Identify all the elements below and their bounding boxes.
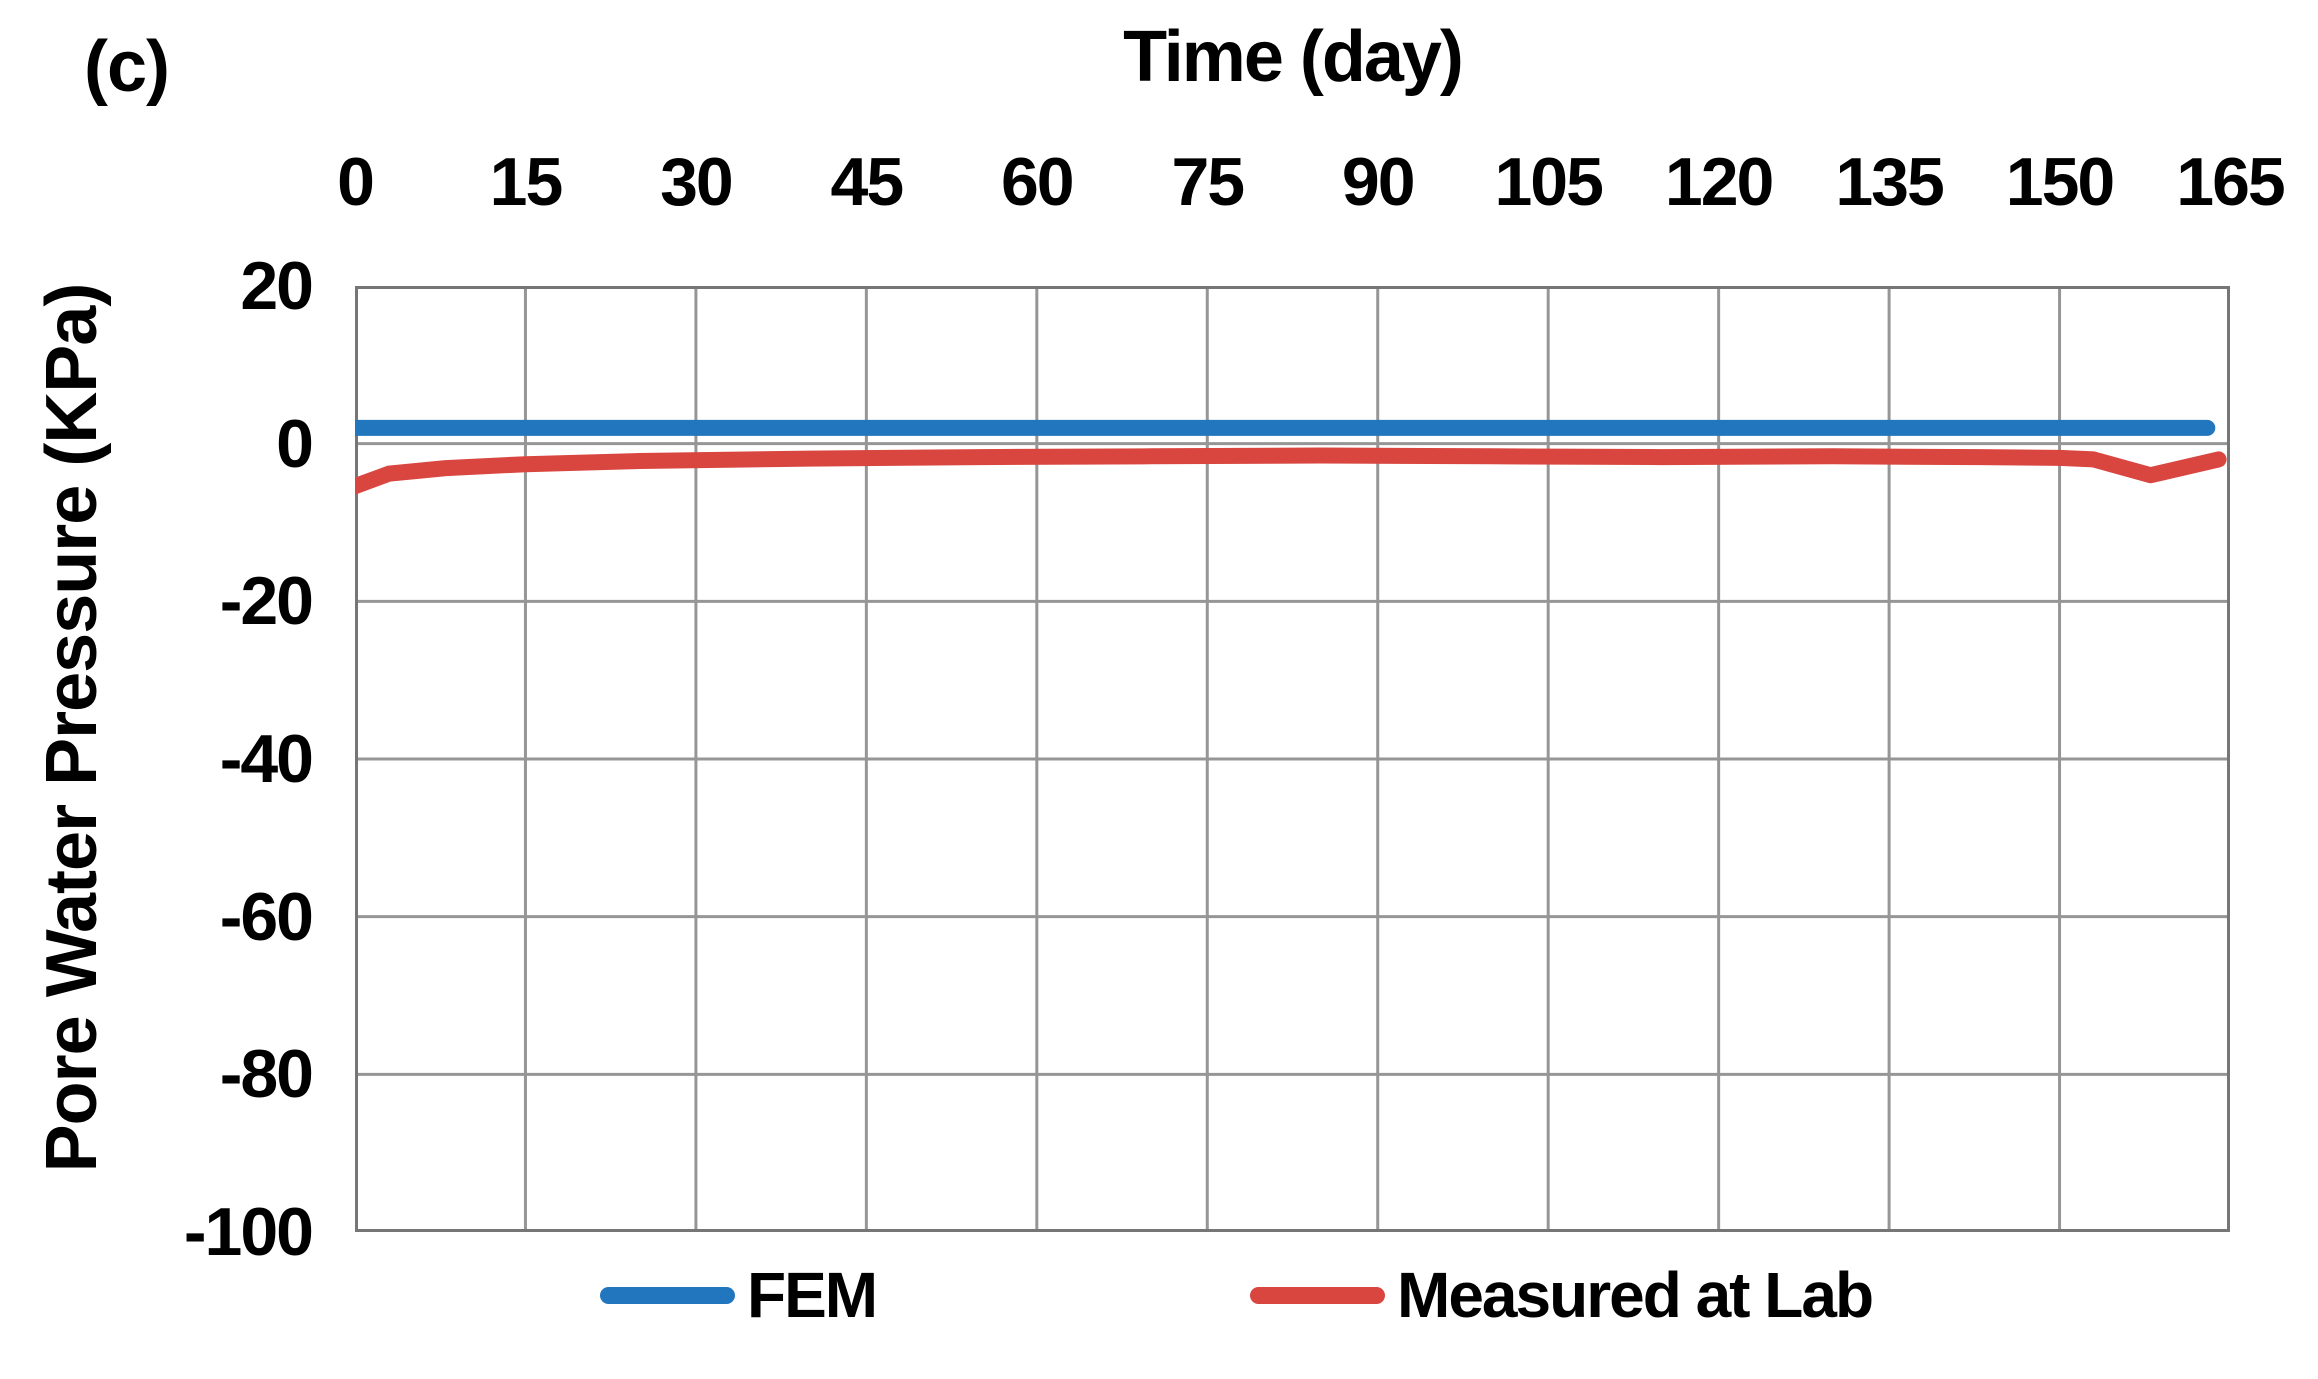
y-tick-label: -60: [219, 878, 314, 955]
x-tick-label: 90: [1341, 144, 1416, 220]
legend-item-measured: Measured at Lab: [1250, 1253, 1874, 1337]
panel-label: (c): [84, 27, 170, 107]
x-axis-title: Time (day): [1123, 17, 1464, 97]
legend-label-fem: FEM: [747, 1259, 878, 1331]
y-tick-label: 0: [276, 405, 314, 482]
y-tick-label: 20: [240, 248, 314, 324]
x-tick-label: 165: [2176, 144, 2285, 220]
x-tick-label: 105: [1494, 144, 1603, 220]
y-tick-label: -40: [219, 721, 314, 797]
plot-border: [355, 286, 2230, 1232]
legend-item-fem: FEM: [600, 1253, 878, 1337]
y-tick-label: -20: [219, 563, 314, 640]
legend-label-measured: Measured at Lab: [1397, 1259, 1874, 1331]
y-tick-label: -80: [219, 1036, 314, 1113]
x-tick-label: 0: [337, 144, 375, 220]
measured-line-swatch-icon: [1250, 1286, 1385, 1304]
x-tick-label: 30: [660, 144, 734, 220]
x-tick-label: 150: [2005, 144, 2115, 220]
plot-area: [355, 286, 2230, 1232]
x-tick-label: 45: [830, 144, 905, 220]
series-line-measured: [355, 447, 2227, 495]
x-tick-label: 15: [489, 144, 564, 220]
x-tick-label: 120: [1664, 144, 1774, 220]
x-tick-label: 75: [1171, 144, 1245, 220]
x-tick-label: 60: [1000, 144, 1075, 220]
y-tick-label: -100: [183, 1194, 314, 1270]
fem-line-swatch-icon: [600, 1286, 735, 1304]
x-tick-label: 135: [1835, 144, 1944, 220]
